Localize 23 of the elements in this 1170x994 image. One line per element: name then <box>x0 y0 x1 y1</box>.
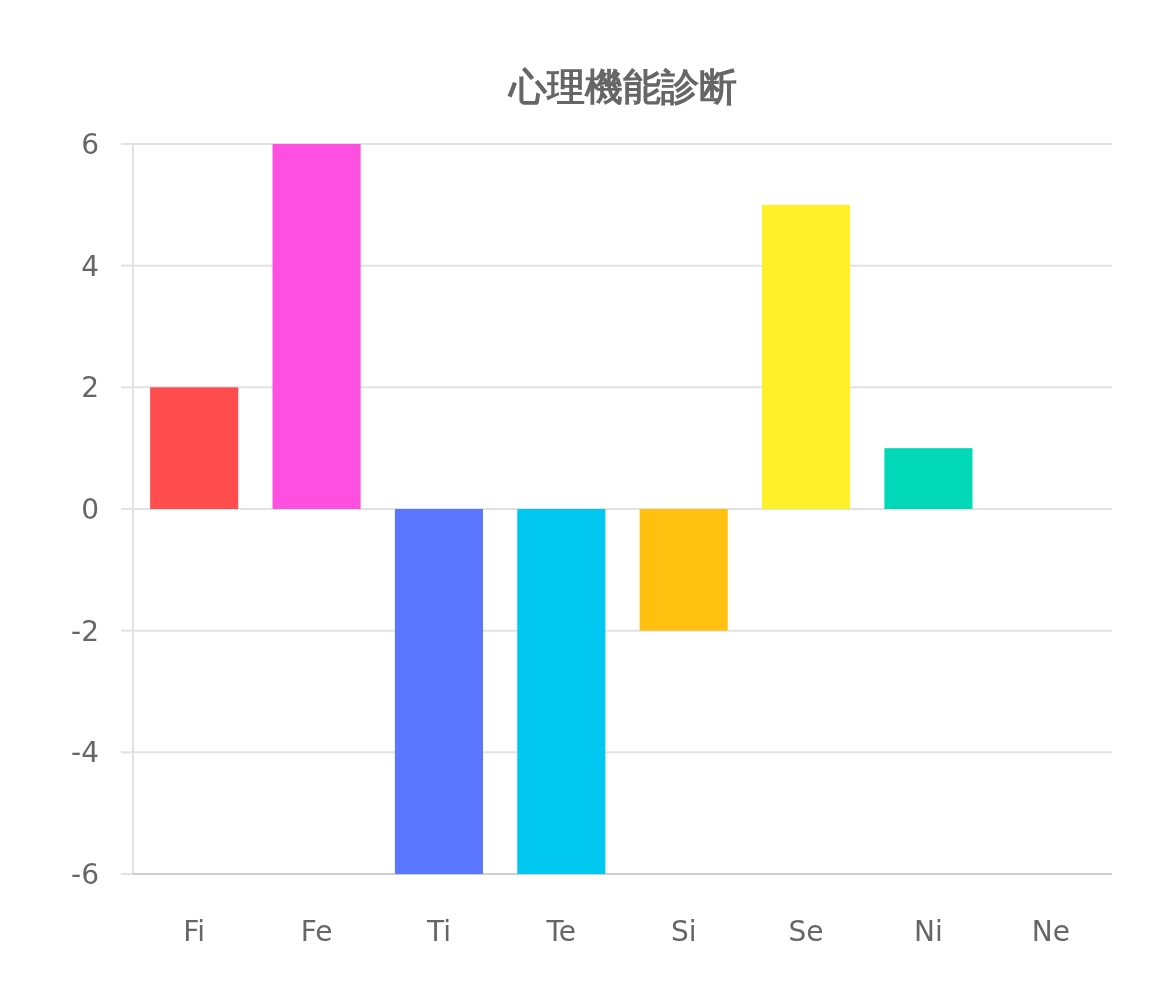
x-tick-label: Fi <box>183 915 206 948</box>
bar <box>394 509 483 874</box>
x-tick-label: Fe <box>300 915 333 948</box>
x-tick-label: Ti <box>425 915 451 948</box>
y-tick-label: 2 <box>81 371 99 405</box>
y-tick-label: 6 <box>81 128 99 161</box>
chart-title: 心理機能診断 <box>506 65 737 109</box>
bar <box>884 448 973 509</box>
bar <box>272 144 361 509</box>
y-tick-label: 0 <box>81 493 99 526</box>
bar <box>639 509 728 631</box>
x-tick-label: Si <box>670 915 697 948</box>
x-tick-label: Ne <box>1031 915 1070 948</box>
bar <box>150 387 239 509</box>
y-tick-label: -6 <box>71 858 99 891</box>
x-tick-label: Ni <box>914 915 943 948</box>
y-tick-label: 4 <box>81 249 99 283</box>
y-tick-label: -2 <box>71 614 99 648</box>
x-tick-label: Se <box>788 915 824 948</box>
x-tick-label: Te <box>545 915 577 948</box>
bar <box>762 204 851 509</box>
y-tick-label: -4 <box>71 736 99 770</box>
bar <box>517 509 606 874</box>
